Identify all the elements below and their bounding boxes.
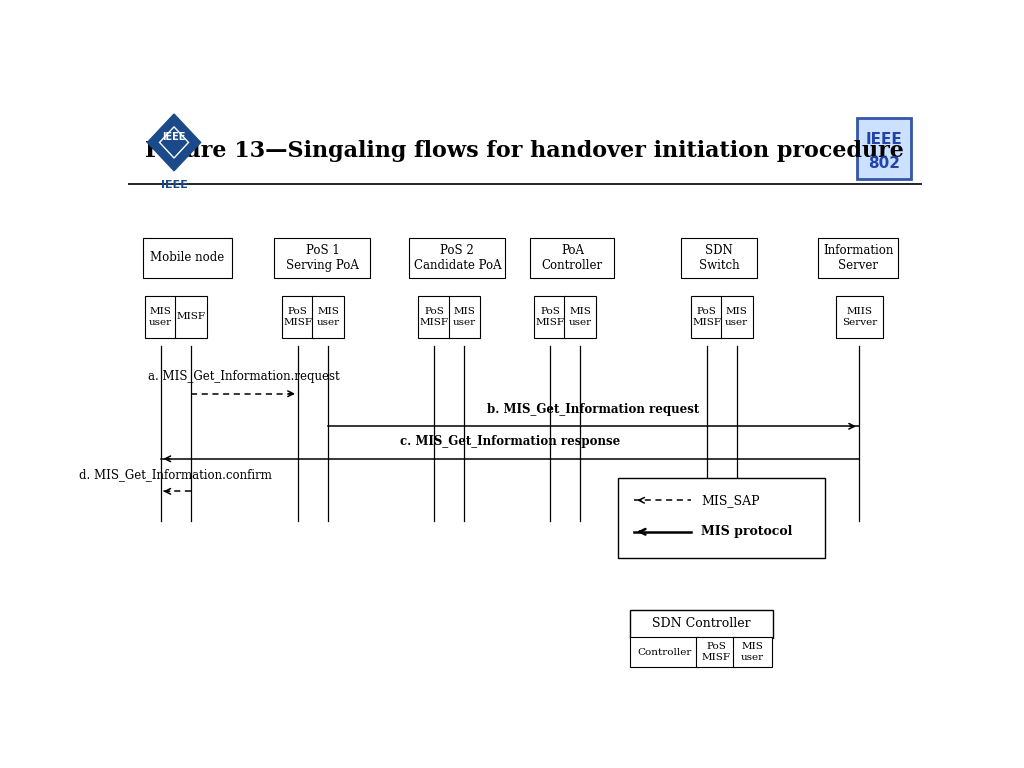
Text: MIS
user: MIS user — [741, 643, 764, 662]
FancyBboxPatch shape — [818, 237, 898, 278]
Text: Controller: Controller — [638, 647, 692, 657]
FancyBboxPatch shape — [696, 637, 736, 667]
Text: PoS
MISF: PoS MISF — [420, 307, 449, 326]
FancyBboxPatch shape — [836, 296, 883, 338]
Text: MIS protocol: MIS protocol — [701, 525, 793, 538]
Text: MIS
user: MIS user — [316, 307, 340, 326]
Text: 802: 802 — [868, 156, 900, 170]
FancyBboxPatch shape — [143, 237, 231, 278]
Text: IEEE: IEEE — [161, 180, 187, 190]
FancyBboxPatch shape — [312, 296, 344, 338]
Text: c. MIS_Get_Information response: c. MIS_Get_Information response — [399, 435, 620, 449]
FancyBboxPatch shape — [419, 296, 451, 338]
Text: Figure 13—Singaling flows for handover initiation procedure: Figure 13—Singaling flows for handover i… — [145, 141, 904, 162]
FancyBboxPatch shape — [690, 296, 722, 338]
Polygon shape — [160, 127, 188, 158]
Text: Information
Server: Information Server — [823, 243, 893, 272]
Text: MIS
user: MIS user — [568, 307, 592, 326]
Text: IEEE: IEEE — [163, 132, 185, 142]
Text: MIIS
Server: MIIS Server — [842, 307, 877, 326]
Text: MIS
user: MIS user — [453, 307, 476, 326]
FancyBboxPatch shape — [282, 296, 313, 338]
Text: PoS
MISF: PoS MISF — [701, 643, 730, 662]
Text: MIS_SAP: MIS_SAP — [701, 494, 760, 507]
Text: PoA
Controller: PoA Controller — [542, 243, 603, 272]
FancyBboxPatch shape — [175, 296, 207, 338]
FancyBboxPatch shape — [564, 296, 596, 338]
Text: MIS
user: MIS user — [148, 307, 172, 326]
Text: b. MIS_Get_Information request: b. MIS_Get_Information request — [487, 402, 699, 415]
FancyBboxPatch shape — [630, 610, 773, 638]
Text: SDN Controller: SDN Controller — [652, 617, 751, 631]
FancyBboxPatch shape — [856, 118, 911, 179]
FancyBboxPatch shape — [530, 237, 614, 278]
FancyBboxPatch shape — [144, 296, 176, 338]
Polygon shape — [147, 114, 201, 170]
Text: d. MIS_Get_Information.confirm: d. MIS_Get_Information.confirm — [79, 468, 272, 481]
Text: PoS
MISF: PoS MISF — [692, 307, 721, 326]
Text: PoS 2
Candidate PoA: PoS 2 Candidate PoA — [414, 243, 501, 272]
FancyBboxPatch shape — [535, 296, 566, 338]
FancyBboxPatch shape — [631, 637, 699, 667]
FancyBboxPatch shape — [274, 237, 371, 278]
FancyBboxPatch shape — [449, 296, 480, 338]
Text: Mobile node: Mobile node — [151, 251, 224, 264]
FancyBboxPatch shape — [721, 296, 753, 338]
Text: SDN
Switch: SDN Switch — [699, 243, 739, 272]
Text: IEEE: IEEE — [865, 132, 902, 147]
Text: PoS 1
Serving PoA: PoS 1 Serving PoA — [286, 243, 358, 272]
FancyBboxPatch shape — [681, 237, 758, 278]
Text: a. MIS_Get_Information.request: a. MIS_Get_Information.request — [148, 370, 340, 383]
FancyBboxPatch shape — [733, 637, 772, 667]
Text: MISF: MISF — [176, 313, 205, 321]
Text: PoS
MISF: PoS MISF — [284, 307, 312, 326]
FancyBboxPatch shape — [617, 478, 824, 558]
Text: MIS
user: MIS user — [725, 307, 749, 326]
FancyBboxPatch shape — [410, 237, 506, 278]
Text: PoS
MISF: PoS MISF — [536, 307, 564, 326]
